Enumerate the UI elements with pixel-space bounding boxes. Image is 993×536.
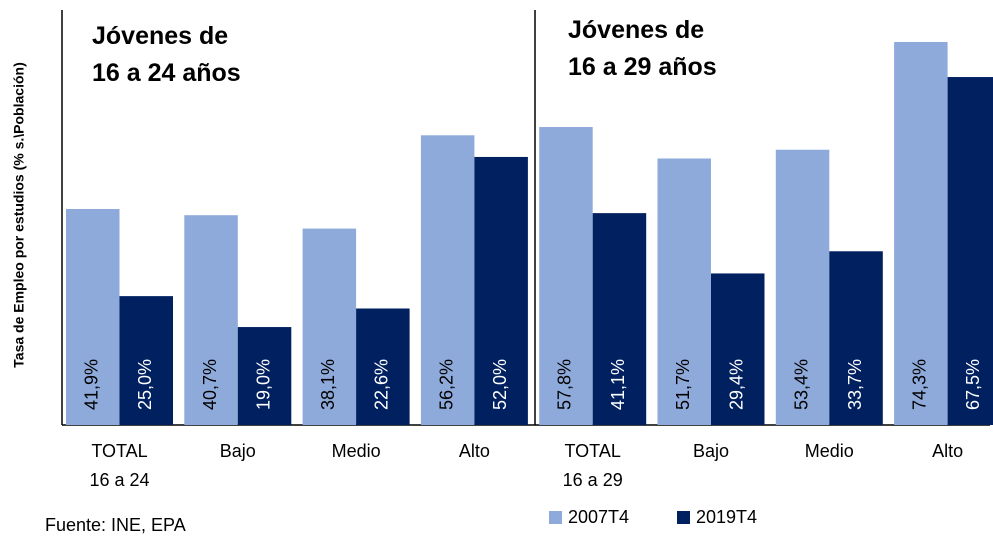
value-label: 57,8% <box>555 359 575 410</box>
x-tick-label: Bajo <box>692 441 730 461</box>
x-tick-label: Medio <box>804 441 854 461</box>
legend-swatch <box>677 511 690 524</box>
bar <box>775 149 830 425</box>
x-tick-label: TOTAL 16 a 29 <box>562 441 623 490</box>
bar <box>592 213 647 425</box>
value-label: 74,3% <box>910 359 930 410</box>
x-tick-label: TOTAL 16 a 24 <box>89 441 150 490</box>
panel-title: Jóvenes de 16 a 24 años <box>92 22 241 87</box>
value-label: 52,0% <box>490 359 510 410</box>
x-tick-label: Alto <box>932 441 964 461</box>
value-label: 53,4% <box>791 359 811 410</box>
value-label: 25,0% <box>135 359 155 410</box>
panel-title: Jóvenes de 16 a 29 años <box>568 16 717 81</box>
bar <box>947 77 993 425</box>
value-label: 19,0% <box>253 359 273 410</box>
bar <box>420 135 475 425</box>
value-label: 33,7% <box>845 359 865 410</box>
bar <box>539 127 593 425</box>
bar <box>474 156 528 425</box>
value-label: 22,6% <box>372 359 392 410</box>
value-label: 51,7% <box>673 359 693 410</box>
bar <box>829 251 883 425</box>
bar <box>184 215 238 425</box>
bar <box>657 158 711 425</box>
value-label: 38,1% <box>318 359 338 410</box>
value-label: 67,5% <box>963 359 983 410</box>
bar <box>237 327 292 425</box>
bar <box>356 308 410 425</box>
legend-label: 2007T4 <box>568 507 629 527</box>
x-tick-label: Medio <box>331 441 381 461</box>
bar <box>66 209 120 425</box>
value-label: 29,4% <box>727 359 747 410</box>
value-label: 41,9% <box>82 359 102 410</box>
y-axis-label: Tasa de Empleo por estudios (% s.\Poblac… <box>11 62 27 367</box>
x-tick-label: Alto <box>458 441 490 461</box>
source: Fuente: INE, EPA <box>45 515 186 535</box>
bar <box>894 41 948 426</box>
legend-label: 2019T4 <box>696 507 757 527</box>
x-tick-label: Bajo <box>219 441 256 461</box>
bar <box>711 273 765 425</box>
value-label: 40,7% <box>200 359 220 410</box>
value-label: 41,1% <box>608 359 628 410</box>
bar <box>302 228 357 425</box>
bar <box>119 296 173 425</box>
value-label: 56,2% <box>436 359 456 410</box>
legend-swatch <box>549 511 562 524</box>
